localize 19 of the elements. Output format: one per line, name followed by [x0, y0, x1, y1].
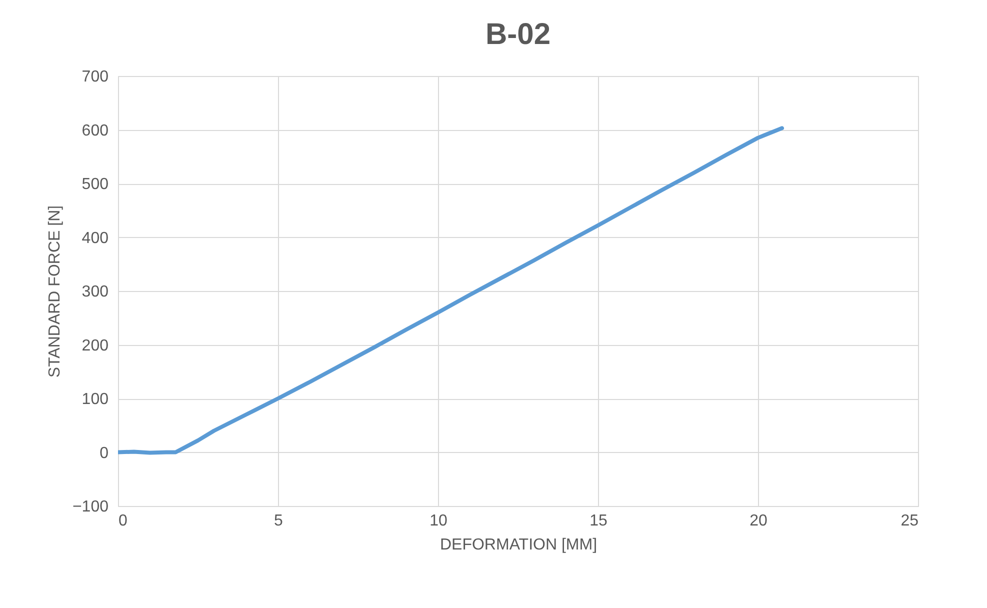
y-tick-label: 100 — [82, 391, 109, 408]
x-tick-label: 0 — [118, 512, 128, 530]
y-tick-label: 300 — [82, 284, 109, 300]
y-tick-label: 400 — [82, 230, 109, 247]
y-tick-label: 500 — [82, 176, 109, 193]
x-tick-label: 15 — [590, 512, 608, 530]
x-tick-label: 20 — [750, 512, 768, 530]
y-tick-label: −100 — [72, 498, 109, 516]
y-tick-label: 600 — [82, 122, 109, 140]
y-tick-label: 200 — [82, 337, 109, 354]
line-series — [118, 126, 784, 455]
y-tick-label: 0 — [100, 444, 109, 462]
y-tick-label: 700 — [82, 68, 109, 86]
x-axis-title: DEFORMATION [MM] — [440, 536, 598, 554]
x-tick-label: 5 — [274, 512, 284, 530]
x-tick-label: 25 — [900, 512, 919, 530]
y-axis-title: STANDARD FORCE [N] — [46, 205, 64, 378]
x-tick-label: 10 — [430, 512, 448, 530]
chart-title: B-02 — [485, 18, 551, 51]
